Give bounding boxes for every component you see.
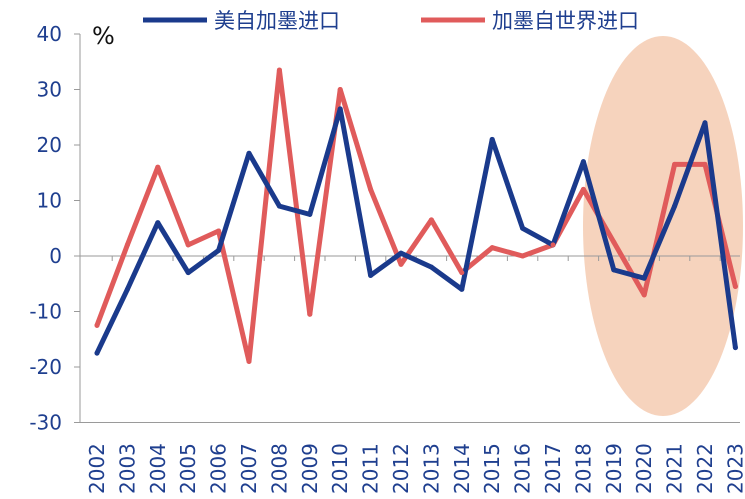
x-tick-label: 2007 (237, 443, 261, 494)
data-point-0-2022 (702, 120, 708, 126)
data-point-0-2003 (124, 286, 130, 292)
data-point-0-2005 (185, 270, 191, 276)
data-point-1-2014 (459, 270, 465, 276)
x-tick-label: 2021 (663, 443, 687, 494)
data-point-1-2003 (124, 242, 130, 248)
data-point-1-2004 (155, 164, 161, 170)
legend-label-0: 美自加墨进口 (214, 9, 340, 33)
data-point-1-2016 (520, 253, 526, 259)
y-tick-label: 20 (37, 133, 62, 157)
data-point-1-2008 (276, 67, 282, 73)
x-tick-label: 2005 (176, 443, 200, 494)
x-tick-label: 2008 (267, 443, 291, 494)
x-tick-label: 2020 (632, 443, 656, 494)
data-point-0-2020 (641, 275, 647, 281)
data-point-1-2012 (398, 261, 404, 267)
y-tick-label: -20 (29, 355, 62, 379)
data-point-1-2013 (428, 217, 434, 223)
data-point-0-2007 (246, 150, 252, 156)
x-tick-label: 2023 (723, 443, 745, 494)
x-tick-label: 2013 (419, 443, 443, 494)
data-point-1-2011 (368, 186, 374, 192)
data-point-1-2020 (641, 292, 647, 298)
data-point-1-2019 (611, 239, 617, 245)
series-line-0 (94, 106, 738, 356)
data-point-0-2009 (307, 211, 313, 217)
x-tick-label: 2006 (207, 443, 231, 494)
legend-label-1: 加墨自世界进口 (492, 9, 639, 33)
y-tick-label: 10 (37, 189, 62, 213)
x-tick-label: 2002 (85, 443, 109, 494)
y-tick-label: 30 (37, 78, 62, 102)
data-point-1-2006 (216, 228, 222, 234)
data-point-0-2023 (732, 345, 738, 351)
data-point-1-2005 (185, 242, 191, 248)
data-point-1-2002 (94, 322, 100, 328)
data-point-0-2010 (337, 106, 343, 112)
x-tick-label: 2012 (389, 443, 413, 494)
y-tick-label: -30 (29, 411, 62, 435)
data-point-1-2018 (580, 186, 586, 192)
x-tick-label: 2019 (602, 443, 626, 494)
data-point-0-2004 (155, 220, 161, 226)
data-point-0-2018 (580, 159, 586, 165)
data-point-1-2009 (307, 311, 313, 317)
y-tick-label: 0 (49, 244, 62, 268)
x-tick-label: 2003 (115, 443, 139, 494)
x-tick-label: 2009 (298, 443, 322, 494)
data-point-0-2021 (672, 203, 678, 209)
data-point-0-2013 (428, 264, 434, 270)
data-point-0-2008 (276, 203, 282, 209)
x-tick-label: 2018 (571, 443, 595, 494)
x-tick-label: 2014 (450, 443, 474, 494)
data-point-1-2017 (550, 242, 556, 248)
data-point-0-2016 (520, 225, 526, 231)
data-point-1-2010 (337, 87, 343, 92)
data-point-1-2015 (489, 245, 495, 251)
data-point-1-2023 (732, 284, 738, 290)
x-tick-label: 2010 (328, 443, 352, 494)
x-tick-label: 2004 (146, 443, 170, 494)
data-point-0-2012 (398, 250, 404, 256)
data-point-1-2007 (246, 358, 252, 364)
x-tick-label: 2015 (480, 443, 504, 494)
x-tick-label: 2016 (511, 443, 535, 494)
data-point-0-2011 (368, 272, 374, 278)
data-point-0-2015 (489, 136, 495, 142)
x-tick-label: 2017 (541, 443, 565, 494)
x-tick-label: 2011 (359, 443, 383, 494)
x-tick-label: 2022 (693, 443, 717, 494)
data-point-0-2014 (459, 286, 465, 292)
data-point-1-2021 (672, 161, 678, 167)
y-tick-label: 40 (37, 22, 62, 46)
data-point-0-2006 (216, 247, 222, 253)
data-point-1-2022 (702, 161, 708, 167)
y-tick-label: -10 (29, 300, 62, 324)
data-point-0-2002 (94, 350, 100, 356)
y-axis-unit: % (92, 22, 115, 50)
series-line-1 (94, 67, 738, 364)
data-point-0-2019 (611, 267, 617, 273)
